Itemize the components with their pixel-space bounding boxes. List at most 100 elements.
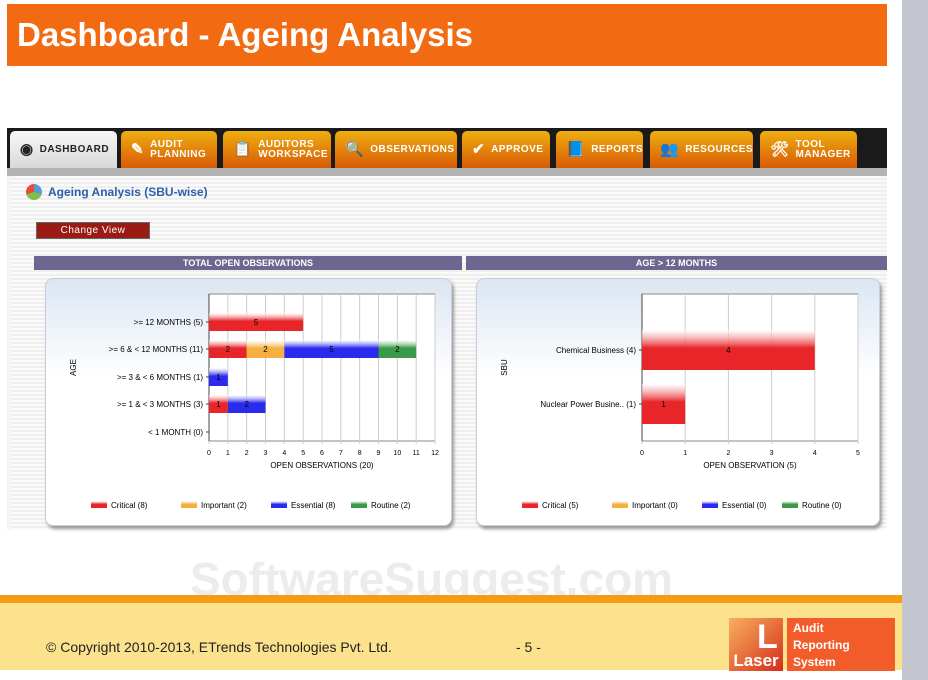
x-tick-label: 1 (683, 450, 687, 457)
data-label: 2 (263, 345, 268, 354)
legend-label[interactable]: Important (2) (201, 501, 247, 510)
panel-title-text: Ageing Analysis (SBU-wise) (48, 185, 208, 199)
x-tick-label: 2 (726, 450, 730, 457)
legend-swatch (522, 501, 538, 508)
legend-label[interactable]: Routine (2) (371, 501, 411, 510)
tab-bar: ◉ DASHBOARD ✎ AUDIT PLANNING 📋 AUDITORS WORKS… (7, 128, 887, 168)
bar-segment[interactable] (246, 340, 285, 358)
data-label: 2 (226, 345, 231, 354)
legend-swatch (782, 501, 798, 508)
notebook-icon: 📘 (566, 140, 586, 158)
tab-underline (7, 168, 887, 176)
x-tick-label: 12 (431, 450, 439, 457)
legend-label[interactable]: Routine (0) (802, 501, 842, 510)
tab-tool-manager[interactable]: 🛠 TOOL MANAGER (760, 131, 857, 168)
tools-icon: 🛠 (770, 140, 790, 158)
app-screenshot: ◉ DASHBOARD ✎ AUDIT PLANNING 📋 AUDITORS WORKS… (7, 128, 887, 530)
copyright: © Copyright 2010-2013, ETrends Technolog… (46, 639, 392, 655)
x-tick-label: 5 (856, 450, 860, 457)
tab-label: REPORTS (591, 143, 644, 155)
people-icon: 👥 (660, 140, 680, 158)
change-view-button[interactable]: Change View (36, 222, 150, 239)
panel-title: Ageing Analysis (SBU-wise) (26, 184, 208, 200)
tab-label: APPROVE (491, 143, 544, 155)
bar-segment[interactable] (378, 340, 417, 358)
tab-label: RESOURCES (685, 143, 754, 155)
data-label: 2 (244, 400, 249, 409)
bar-segment[interactable] (209, 313, 304, 331)
x-tick-label: 5 (301, 450, 305, 457)
x-tick-label: 4 (282, 450, 286, 457)
tab-observations[interactable]: 🔍 OBSERVATIONS (335, 131, 457, 168)
gauge-icon: ◉ (20, 140, 34, 158)
legend-swatch (91, 501, 107, 508)
legend-label[interactable]: Critical (8) (111, 501, 148, 510)
x-tick-label: 9 (377, 450, 381, 457)
legend-label[interactable]: Important (0) (632, 501, 678, 510)
y-tick-label: Chemical Business (4) (556, 346, 636, 355)
legend-label[interactable]: Essential (8) (291, 501, 336, 510)
legend-swatch (612, 501, 628, 508)
tab-audit-planning[interactable]: ✎ AUDIT PLANNING (121, 131, 217, 168)
bar-segment[interactable] (642, 330, 815, 370)
x-tick-label: 1 (226, 450, 230, 457)
magnifier-icon: 🔍 (345, 140, 365, 158)
logo-line: Reporting (793, 638, 850, 652)
y-axis-title: SBU (500, 359, 509, 376)
bar-segment[interactable] (209, 368, 228, 386)
x-tick-label: 0 (207, 450, 211, 457)
pencil-icon: ✎ (131, 140, 145, 158)
x-axis-title: OPEN OBSERVATION (5) (703, 461, 797, 470)
data-label: 1 (661, 400, 666, 409)
slide-footer: © Copyright 2010-2013, ETrends Technolog… (0, 595, 902, 671)
y-tick-label: >= 12 MONTHS (5) (134, 318, 204, 327)
x-tick-label: 6 (320, 450, 324, 457)
tab-resources[interactable]: 👥 RESOURCES (650, 131, 753, 168)
logo-word: Laser (733, 651, 779, 670)
data-label: 1 (216, 400, 221, 409)
y-tick-label: >= 3 & < 6 MONTHS (1) (117, 373, 203, 382)
legend-swatch (271, 501, 287, 508)
legend-label[interactable]: Essential (0) (722, 501, 767, 510)
bar-segment[interactable] (227, 395, 266, 413)
checkmark-icon: ✔ (472, 140, 486, 158)
y-tick-label: >= 1 & < 3 MONTHS (3) (117, 400, 203, 409)
bar-segment[interactable] (209, 340, 247, 358)
legend-swatch (351, 501, 367, 508)
x-tick-label: 2 (245, 450, 249, 457)
y-tick-label: Nuclear Power Busine.. (1) (540, 400, 636, 409)
tab-label: DASHBOARD (39, 143, 110, 155)
x-tick-label: 11 (413, 450, 420, 457)
bar-segment[interactable] (284, 340, 379, 358)
pie-chart-icon (26, 184, 42, 200)
chart-age-12: 0 1 2 3 4 5 Chemical Business (4) 4 Nuclear Powe… (476, 278, 880, 526)
tab-dashboard[interactable]: ◉ DASHBOARD (10, 131, 117, 168)
legend-swatch (181, 501, 197, 508)
data-label: 5 (329, 345, 334, 354)
logo-line: Audit (793, 621, 824, 635)
laser-logo: L Laser Audit Reporting System (729, 618, 895, 671)
tab-reports[interactable]: 📘 REPORTS (556, 131, 643, 168)
x-tick-label: 7 (339, 450, 343, 457)
page-number: - 5 - (516, 639, 541, 655)
tab-label: AUDITORS WORKSPACE (258, 138, 329, 160)
chart-total-open: 0 1 2 3 4 5 6 7 8 9 10 11 12 >= 12 MONTHS (5) 5 >= 6 & … (45, 278, 452, 526)
tab-auditors-workspace[interactable]: 📋 AUDITORS WORKSPACE (223, 131, 331, 168)
x-tick-label: 4 (813, 450, 817, 457)
x-tick-label: 3 (264, 450, 268, 457)
x-tick-label: 10 (393, 450, 401, 457)
y-tick-label: >= 6 & < 12 MONTHS (11) (109, 345, 204, 354)
tab-approve[interactable]: ✔ APPROVE (462, 131, 550, 168)
chart-header-age: AGE > 12 MONTHS (466, 256, 887, 270)
window-edge (902, 0, 928, 680)
data-label: 5 (254, 318, 259, 327)
x-axis-title: OPEN OBSERVATIONS (20) (270, 461, 373, 470)
legend-label[interactable]: Critical (5) (542, 501, 579, 510)
tab-label: OBSERVATIONS (370, 143, 455, 155)
clipboard-icon: 📋 (233, 140, 253, 158)
bar-segment[interactable] (209, 395, 228, 413)
data-label: 2 (395, 345, 400, 354)
x-tick-label: 3 (770, 450, 774, 457)
bar-segment[interactable] (642, 384, 686, 424)
logo-line: System (793, 655, 836, 669)
